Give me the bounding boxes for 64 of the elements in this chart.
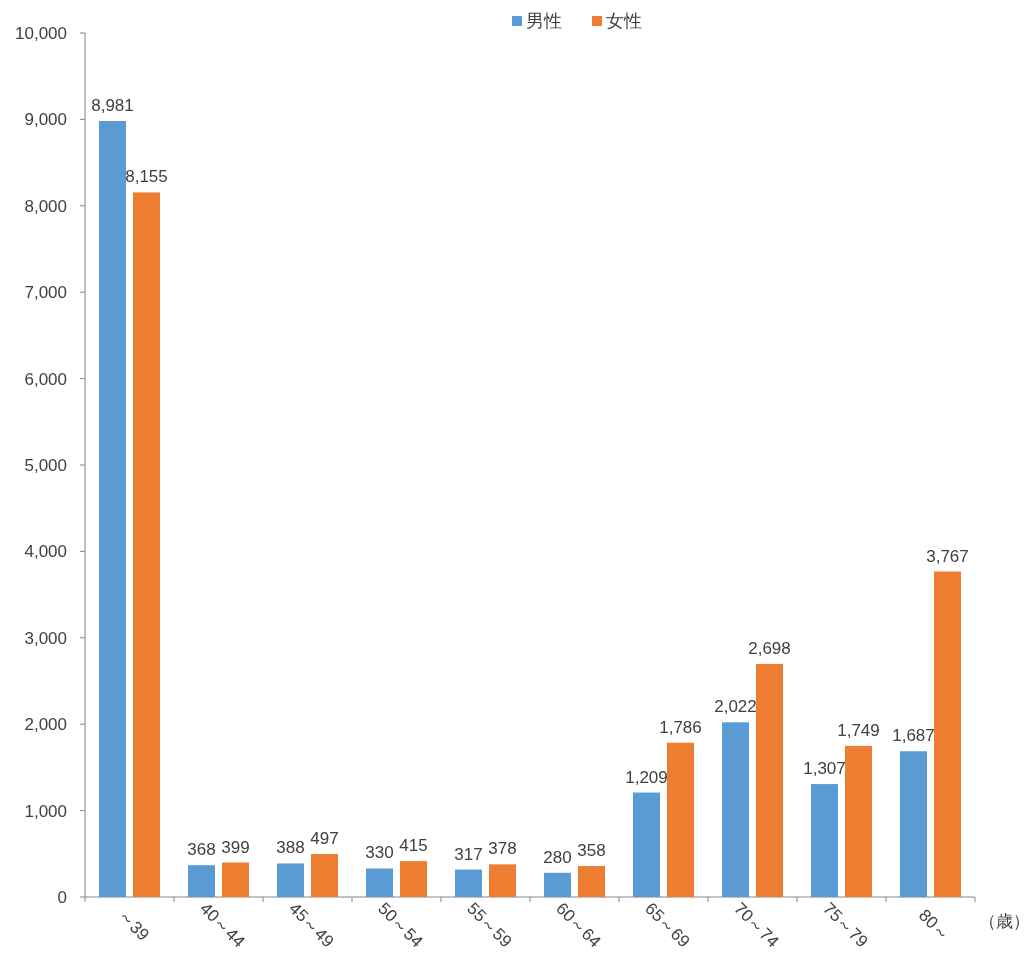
x-tick-label: 55～59 — [463, 899, 516, 952]
data-label: 358 — [577, 841, 606, 861]
y-tick-label: 7,000 — [24, 283, 67, 303]
bar — [722, 722, 749, 897]
bar — [845, 745, 872, 897]
data-label: 1,209 — [625, 767, 668, 787]
data-label: 1,687 — [892, 726, 935, 746]
bar — [188, 865, 215, 897]
data-label: 330 — [365, 843, 394, 863]
data-label: 317 — [454, 844, 483, 864]
y-tick-label: 8,000 — [24, 196, 67, 216]
y-tick-label: 9,000 — [24, 110, 67, 130]
bar — [222, 862, 249, 897]
data-label: 497 — [310, 829, 339, 849]
bar — [366, 868, 393, 897]
legend-label: 男性 — [526, 11, 562, 31]
legend-label: 女性 — [606, 11, 642, 31]
bar — [277, 863, 304, 897]
bar — [811, 784, 838, 897]
y-tick-label: 4,000 — [24, 542, 67, 562]
y-tick-label: 0 — [57, 888, 67, 907]
x-axis-title: （歳） — [979, 912, 1030, 931]
bar — [578, 866, 605, 897]
x-tick-label: 50～54 — [374, 899, 427, 952]
bar — [544, 872, 571, 897]
data-label: 378 — [488, 839, 517, 859]
data-label: 399 — [221, 837, 250, 857]
data-label: 2,022 — [714, 697, 757, 717]
bar — [633, 792, 660, 897]
x-tick-label: 80～ — [914, 905, 954, 945]
bar — [133, 192, 160, 897]
x-tick-label: 60～64 — [552, 899, 605, 952]
x-tick-label: ～39 — [113, 905, 153, 945]
data-label: 368 — [187, 840, 216, 860]
x-tick-label: 65～69 — [641, 899, 694, 952]
bar — [99, 121, 126, 897]
y-tick-label: 2,000 — [24, 715, 67, 735]
data-label: 415 — [399, 836, 428, 856]
x-tick-label: 75～79 — [819, 899, 872, 952]
data-label: 1,749 — [837, 720, 880, 740]
data-label: 280 — [543, 847, 572, 867]
data-label: 1,307 — [803, 759, 846, 779]
y-tick-label: 5,000 — [24, 456, 67, 475]
bar — [667, 742, 694, 897]
x-tick-label: 70～74 — [730, 899, 783, 952]
y-tick-label: 6,000 — [24, 369, 67, 389]
bar — [311, 854, 338, 897]
data-label: 3,767 — [926, 546, 969, 566]
bar — [934, 571, 961, 897]
bar — [400, 861, 427, 897]
bar — [756, 663, 783, 897]
y-tick-label: 10,000 — [15, 24, 67, 43]
data-label: 1,786 — [659, 717, 702, 737]
data-label: 2,698 — [748, 638, 791, 658]
bar — [455, 869, 482, 897]
data-label: 388 — [276, 838, 305, 858]
bar — [489, 864, 516, 897]
x-tick-label: 45～49 — [285, 899, 338, 952]
data-label: 8,981 — [91, 96, 134, 116]
bar — [900, 751, 927, 897]
y-tick-label: 1,000 — [24, 801, 67, 821]
x-tick-label: 40～44 — [196, 899, 249, 952]
y-tick-label: 3,000 — [24, 628, 67, 648]
data-label: 8,155 — [125, 167, 168, 187]
